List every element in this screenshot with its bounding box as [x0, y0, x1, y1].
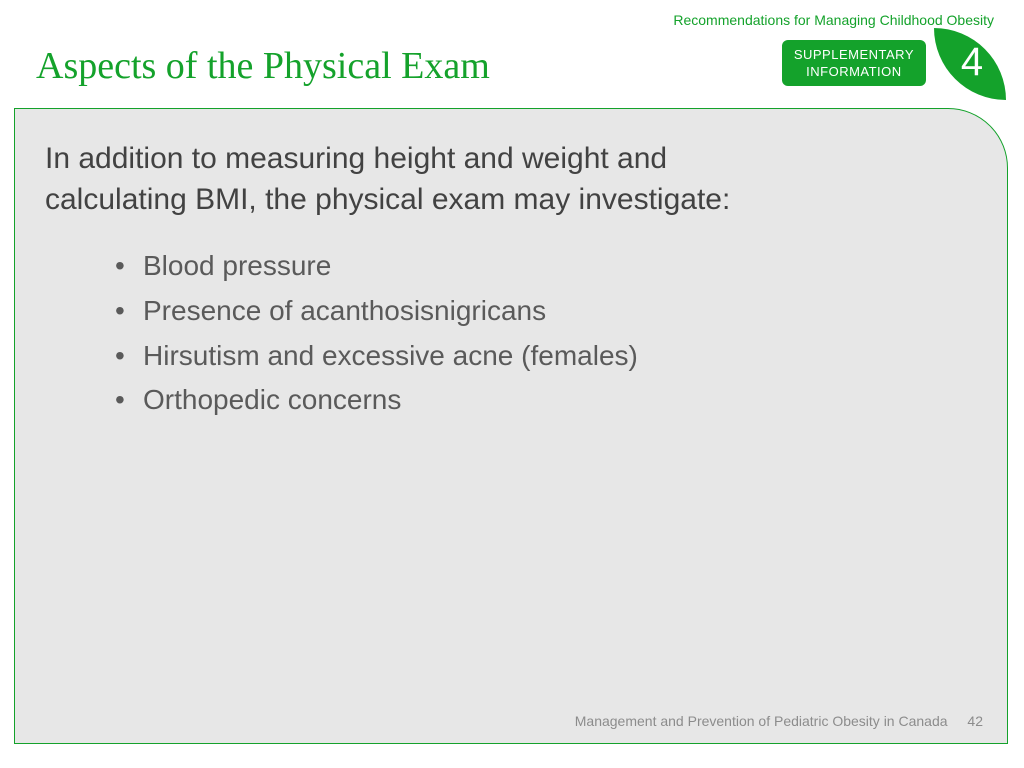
badge-line1: SUPPLEMENTARY: [794, 47, 914, 62]
section-number: 4: [961, 40, 983, 85]
section-number-badge: 4: [934, 28, 1006, 100]
list-item: Orthopedic concerns: [115, 378, 967, 423]
lead-text: In addition to measuring height and weig…: [45, 139, 805, 220]
list-item: Hirsutism and excessive acne (females): [115, 334, 967, 379]
header-subtitle: Recommendations for Managing Childhood O…: [673, 12, 994, 28]
bullet-list: Blood pressure Presence of acanthosisnig…: [115, 244, 967, 423]
page-title: Aspects of the Physical Exam: [36, 44, 490, 88]
supplementary-badge: SUPPLEMENTARY INFORMATION: [782, 40, 926, 86]
footer: Management and Prevention of Pediatric O…: [575, 713, 983, 729]
content-panel: In addition to measuring height and weig…: [14, 108, 1008, 744]
page-number: 42: [967, 713, 983, 729]
footer-text: Management and Prevention of Pediatric O…: [575, 713, 948, 729]
badge-line2: INFORMATION: [806, 64, 902, 79]
list-item: Presence of acanthosisnigricans: [115, 289, 967, 334]
list-item: Blood pressure: [115, 244, 967, 289]
